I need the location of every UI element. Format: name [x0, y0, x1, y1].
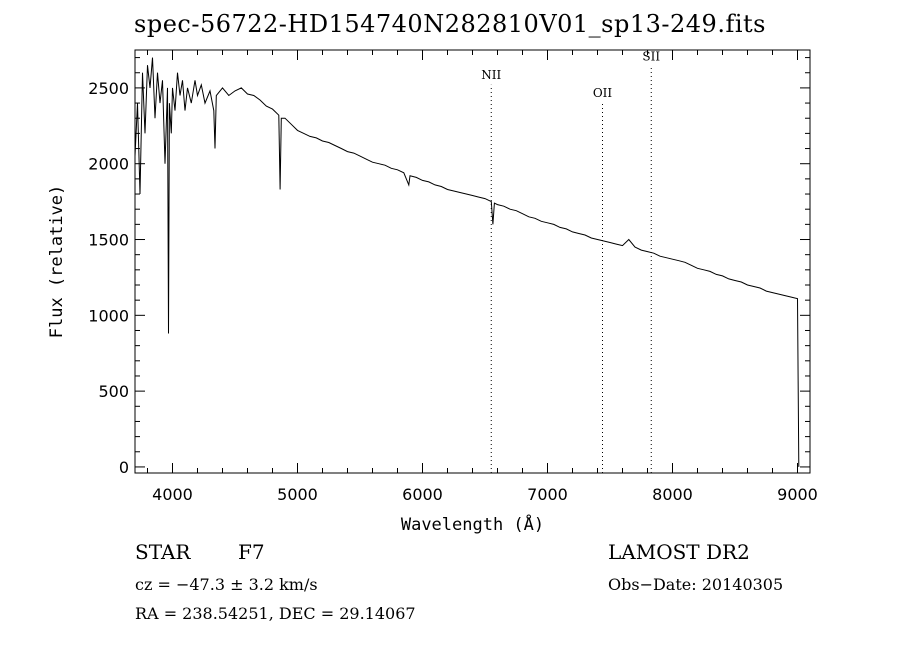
y-tick-label: 2000 — [88, 155, 129, 174]
line-marker-label: OII — [593, 86, 613, 100]
y-tick-label: 500 — [98, 382, 129, 401]
x-axis-label: Wavelength (Å) — [401, 513, 544, 535]
x-tick-label: 4000 — [152, 485, 193, 504]
redshift-label: cz = −47.3 ± 3.2 km/s — [135, 575, 318, 594]
line-marker-label: SII — [642, 50, 660, 64]
spectrum-line — [134, 57, 800, 467]
y-axis-label: Flux (relative) — [47, 185, 67, 339]
plot-frame — [134, 49, 811, 474]
spectral-class: F7 — [238, 540, 265, 564]
obs-date: Obs−Date: 20140305 — [608, 575, 784, 594]
line-marker-label: NII — [481, 68, 501, 82]
x-tick-label: 5000 — [277, 485, 318, 504]
y-tick-label: 1500 — [88, 231, 129, 250]
y-tick-label: 2500 — [88, 79, 129, 98]
x-tick-label: 8000 — [652, 485, 693, 504]
survey-name: LAMOST DR2 — [608, 540, 750, 564]
x-tick-label: 7000 — [527, 485, 568, 504]
x-tick-label: 6000 — [402, 485, 443, 504]
x-tick-label: 9000 — [777, 485, 818, 504]
y-tick-label: 0 — [119, 458, 129, 477]
object-type: STAR — [135, 540, 191, 564]
coordinates: RA = 238.54251, DEC = 29.14067 — [135, 604, 416, 623]
y-tick-label: 1000 — [88, 306, 129, 325]
chart-title: spec-56722-HD154740N282810V01_sp13-249.f… — [134, 10, 766, 38]
